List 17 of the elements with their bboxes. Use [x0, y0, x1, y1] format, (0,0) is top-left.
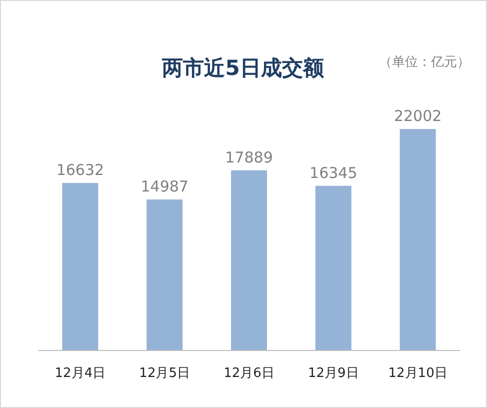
x-tick-label: 12月4日: [54, 366, 106, 381]
x-tick-label: 12月5日: [139, 366, 190, 381]
bar: [400, 129, 436, 350]
x-tick-label: 12月6日: [224, 366, 274, 381]
bar: [231, 170, 267, 350]
text: （单位：亿元）: [379, 55, 470, 70]
data-label: 16632: [56, 160, 104, 179]
data-label: 17889: [225, 148, 273, 166]
bar: [146, 199, 183, 350]
data-label: 22002: [394, 107, 442, 125]
data-label: 14987: [140, 177, 188, 196]
data-label: 16345: [310, 164, 358, 182]
x-tick-label: 12月9日: [308, 366, 359, 381]
chart-title: 两市近5日成交额: [161, 56, 325, 80]
bar: [315, 186, 352, 350]
bar: [62, 182, 98, 350]
x-tick-label: 12月10日: [388, 366, 448, 381]
